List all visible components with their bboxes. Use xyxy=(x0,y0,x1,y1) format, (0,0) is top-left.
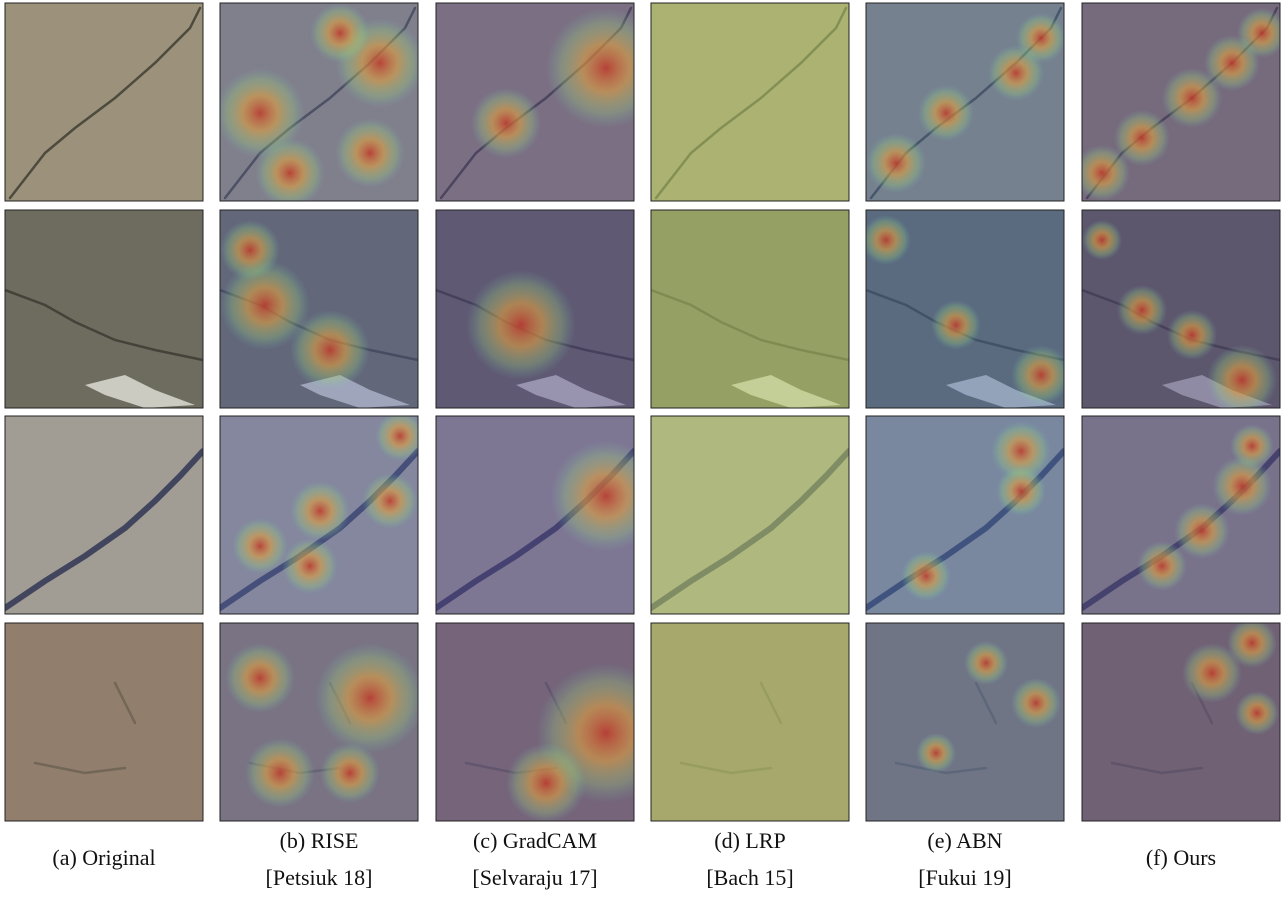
heatmap-blob xyxy=(315,643,425,753)
image-cell xyxy=(5,416,203,614)
heatmap-blob xyxy=(225,643,295,713)
heatmap-blob xyxy=(471,88,541,158)
heatmap-blob xyxy=(546,8,666,128)
caption-citation: [Fukui 19] xyxy=(918,865,1012,890)
image-cell xyxy=(866,416,1064,614)
heatmap-blob xyxy=(866,133,926,193)
heatmap-blob xyxy=(506,743,586,823)
caption-citation: [Selvaraju 17] xyxy=(472,865,597,890)
caption-label: (d) LRP xyxy=(714,828,786,853)
heatmap-blob xyxy=(1174,503,1230,559)
caption-label: (f) Ours xyxy=(1146,845,1216,870)
heatmap-blob xyxy=(282,538,338,594)
image-cell xyxy=(215,3,425,208)
heatmap-blob xyxy=(964,641,1008,685)
heatmap-blob xyxy=(466,270,576,380)
caption-label: (b) RISE xyxy=(280,828,359,853)
heatmap-blob xyxy=(290,481,350,541)
heatmap-overlay xyxy=(651,623,849,821)
heatmap-blob xyxy=(1011,678,1061,728)
heatmap-overlay xyxy=(651,210,849,408)
heatmap-blob xyxy=(310,3,370,63)
heatmap-overlay xyxy=(651,416,849,614)
image-cell xyxy=(651,210,849,408)
image-cell xyxy=(651,416,849,614)
image-cell xyxy=(651,623,849,821)
image-cell xyxy=(220,411,425,614)
heatmap-overlay xyxy=(651,3,849,201)
image-cell xyxy=(436,623,676,823)
image-cell xyxy=(651,3,849,201)
heatmap-blob xyxy=(245,738,315,808)
heatmap-blob xyxy=(901,551,951,601)
heatmap-blob xyxy=(1230,424,1274,468)
heatmap-blob xyxy=(362,473,418,529)
caption-label: (c) GradCAM xyxy=(473,828,597,853)
heatmap-blob xyxy=(1167,310,1217,360)
heatmap-blob xyxy=(1137,541,1187,591)
heatmap-blob xyxy=(1114,110,1170,166)
caption-label: (a) Original xyxy=(52,845,155,870)
heatmap-blob xyxy=(232,518,288,574)
image-cell xyxy=(5,623,203,821)
heatmap-blob xyxy=(996,466,1046,516)
heatmap-blob xyxy=(1011,345,1071,405)
heatmap-blob xyxy=(861,215,911,265)
heatmap-blob xyxy=(931,300,981,350)
heatmap-blob xyxy=(320,743,380,803)
heatmap-blob xyxy=(290,310,370,390)
image-cell xyxy=(1082,416,1280,614)
heatmap-blob xyxy=(916,733,956,773)
image-cell xyxy=(436,3,666,201)
image-cell xyxy=(5,3,203,201)
heatmap-blob xyxy=(255,138,325,208)
heatmap-blob xyxy=(335,118,405,188)
image-cell xyxy=(866,623,1064,821)
image-cell xyxy=(436,416,661,614)
heatmap-blob xyxy=(1227,618,1277,668)
heatmap-blob xyxy=(551,441,661,551)
heatmap-blob xyxy=(918,85,974,141)
heatmap-blob xyxy=(1016,13,1066,63)
caption-citation: [Petsiuk 18] xyxy=(266,865,373,890)
heatmap-blob xyxy=(1207,345,1277,415)
caption-citation: [Bach 15] xyxy=(706,865,793,890)
image-cell xyxy=(220,210,418,408)
image-cell xyxy=(861,210,1071,408)
figure: (a) Original (b) RISE [Petsiuk 18] (c) Grad… xyxy=(0,0,1282,897)
caption-label: (e) ABN xyxy=(927,828,1002,853)
image-background xyxy=(5,623,203,821)
image-cell xyxy=(436,210,634,408)
image-background xyxy=(5,416,203,614)
image-cell xyxy=(1074,3,1282,201)
image-cell xyxy=(220,623,425,821)
image-cell xyxy=(1082,210,1280,415)
image-cell xyxy=(866,3,1066,201)
heatmap-blob xyxy=(1082,220,1122,260)
image-cell xyxy=(5,210,203,408)
image-cell xyxy=(1082,618,1280,821)
heatmap-blob xyxy=(1117,285,1167,335)
image-background xyxy=(5,210,203,408)
heatmap-blob xyxy=(1235,691,1279,735)
image-background xyxy=(5,3,203,201)
heatmap-blob xyxy=(220,220,280,280)
